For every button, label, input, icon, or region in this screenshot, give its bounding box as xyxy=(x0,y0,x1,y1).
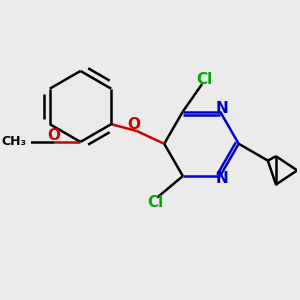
Text: N: N xyxy=(215,101,228,116)
Text: O: O xyxy=(47,128,60,143)
Text: O: O xyxy=(128,117,141,132)
Text: N: N xyxy=(215,171,228,186)
Text: CH₃: CH₃ xyxy=(2,134,26,148)
Text: Cl: Cl xyxy=(147,195,164,210)
Text: Cl: Cl xyxy=(196,72,212,87)
